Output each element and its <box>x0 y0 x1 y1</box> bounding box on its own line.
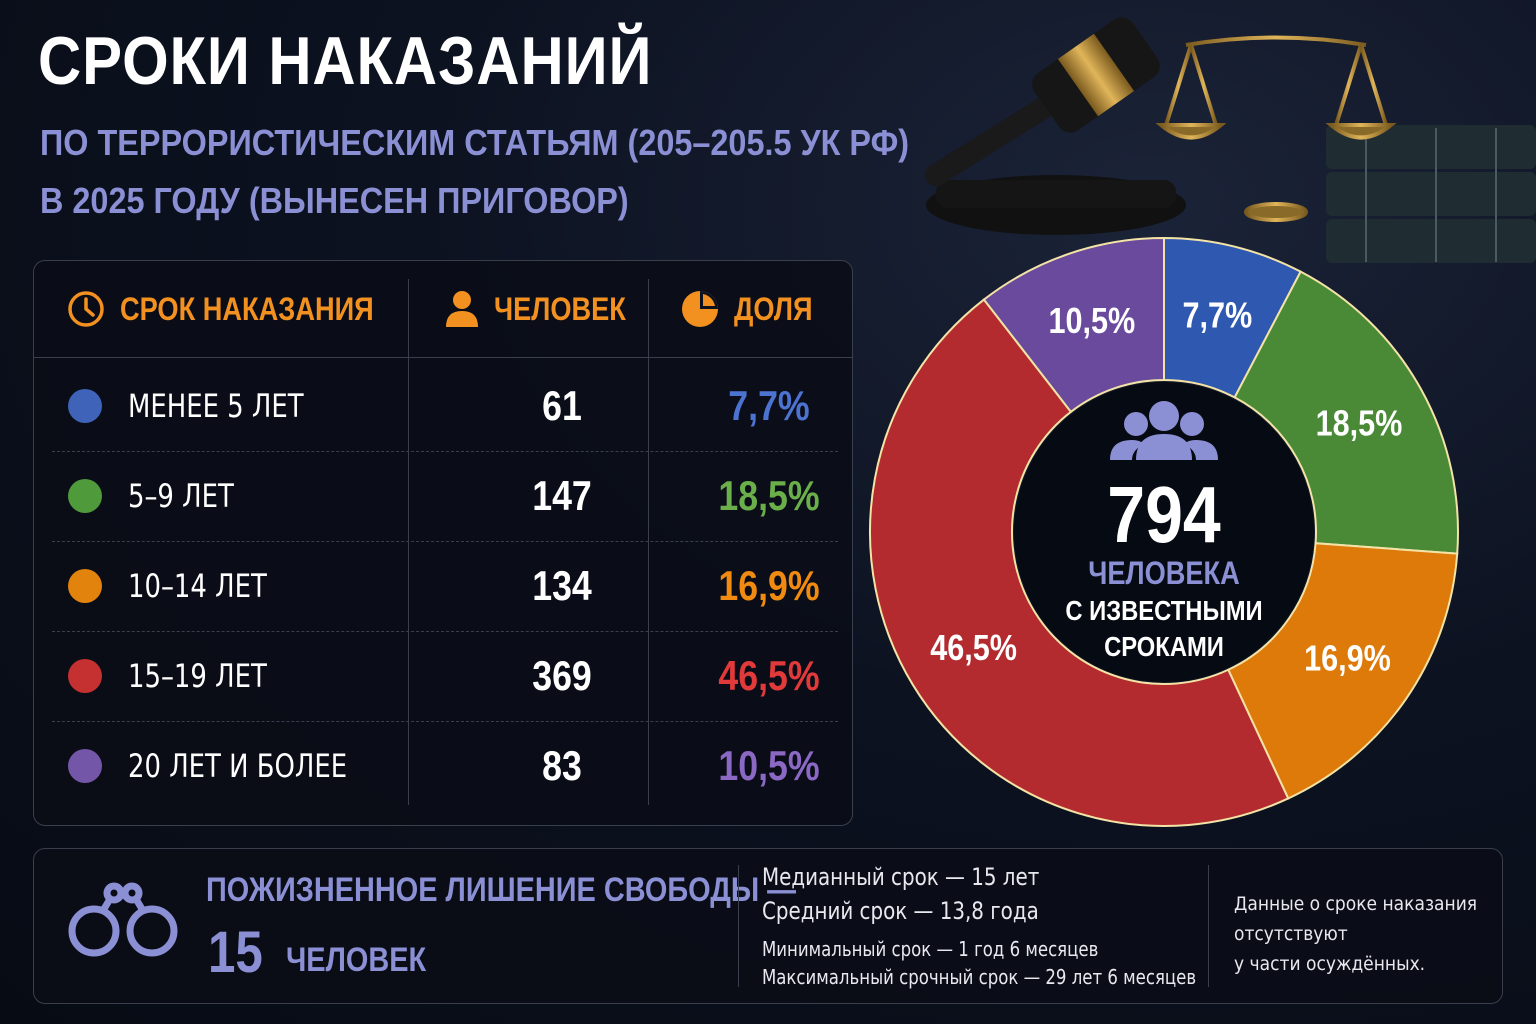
legend-dot <box>68 749 102 783</box>
header-people-label: ЧЕЛОВЕК <box>494 290 626 327</box>
table-row: МЕНЕЕ 5 ЛЕТ 61 7,7% <box>52 361 838 452</box>
donut-slice <box>869 298 1290 827</box>
row-share: 16,9% <box>718 562 820 609</box>
center-label-3: СРОКАМИ <box>1104 630 1224 662</box>
center-total: 794 <box>1107 470 1220 559</box>
person-icon <box>446 291 478 327</box>
summary-panel: ПОЖИЗНЕННОЕ ЛИШЕНИЕ СВОБОДЫ — 15 ЧЕЛОВЕК… <box>33 848 1503 1004</box>
donut-center <box>1014 382 1314 682</box>
slice-label: 18,5% <box>1316 404 1403 444</box>
center-label-2: С ИЗВЕСТНЫМИ <box>1065 594 1262 626</box>
legend-dot <box>68 569 102 603</box>
row-count: 147 <box>532 472 592 519</box>
note-line2: отсутствуют <box>1234 923 1348 945</box>
mean-term: Средний срок — 13,8 года <box>762 897 1039 925</box>
decor-illustration <box>925 15 1536 263</box>
median-term: Медианный срок — 15 лет <box>762 863 1040 891</box>
header-share: ДОЛЯ <box>680 261 826 357</box>
row-term: 15–19 ЛЕТ <box>128 657 267 695</box>
max-term: Максимальный срочный срок — 29 лет 6 мес… <box>762 965 1197 989</box>
slice-label: 7,7% <box>1183 296 1253 336</box>
slice-label: 10,5% <box>1048 302 1135 342</box>
group-icon <box>1110 401 1218 460</box>
row-term: 5–9 ЛЕТ <box>128 477 234 515</box>
min-term: Минимальный срок — 1 год 6 месяцев <box>762 937 1099 961</box>
row-share: 7,7% <box>728 382 810 429</box>
table-row: 15–19 ЛЕТ 369 46,5% <box>52 631 838 722</box>
column-divider <box>408 279 409 805</box>
panel-divider <box>738 865 739 987</box>
row-term: 20 ЛЕТ И БОЛЕЕ <box>128 747 348 785</box>
header-term-label: СРОК НАКАЗАНИЯ <box>120 290 374 327</box>
life-sentence-unit: ЧЕЛОВЕК <box>286 941 427 979</box>
clock-icon <box>68 291 104 327</box>
pie-icon <box>682 291 718 327</box>
life-sentence-label: ПОЖИЗНЕННОЕ ЛИШЕНИЕ СВОБОДЫ — <box>206 871 797 909</box>
donut-slice <box>1233 270 1459 555</box>
panel-divider <box>1208 865 1209 987</box>
row-share: 18,5% <box>718 472 820 519</box>
row-count: 369 <box>532 652 592 699</box>
table-header: СРОК НАКАЗАНИЯ ЧЕЛОВЕК ДОЛЯ <box>34 261 852 358</box>
scales-icon <box>1155 15 1397 222</box>
center-label-1: ЧЕЛОВЕКА <box>1088 556 1239 592</box>
row-count: 83 <box>542 742 582 789</box>
handcuffs-icon <box>68 882 178 957</box>
header-share-label: ДОЛЯ <box>734 290 813 327</box>
column-divider <box>648 279 649 805</box>
row-share: 46,5% <box>718 652 820 699</box>
note-line3: у части осуждённых. <box>1234 953 1426 975</box>
sentences-table: СРОК НАКАЗАНИЯ ЧЕЛОВЕК ДОЛЯ МЕНЕЕ 5 ЛЕТ 6… <box>33 260 853 826</box>
subtitle-line2: В 2025 ГОДУ (ВЫНЕСЕН ПРИГОВОР) <box>40 180 629 221</box>
row-count: 61 <box>542 382 582 429</box>
row-term: МЕНЕЕ 5 ЛЕТ <box>128 387 304 425</box>
gavel-icon <box>925 17 1186 235</box>
row-count: 134 <box>532 562 592 609</box>
legend-dot <box>68 659 102 693</box>
books-icon <box>1326 125 1536 263</box>
subtitle-line1: ПО ТЕРРОРИСТИЧЕСКИМ СТАТЬЯМ (205–205.5 У… <box>40 122 910 163</box>
table-row: 20 ЛЕТ И БОЛЕЕ 83 10,5% <box>52 721 838 811</box>
header-term: СРОК НАКАЗАНИЯ <box>66 261 418 357</box>
page-title: СРОКИ НАКАЗАНИЙ <box>38 23 653 99</box>
legend-dot <box>68 389 102 423</box>
note-line1: Данные о сроке наказания <box>1234 893 1478 915</box>
row-term: 10–14 ЛЕТ <box>128 567 267 605</box>
legend-dot <box>68 479 102 513</box>
donut-slice <box>982 236 1165 414</box>
row-share: 10,5% <box>718 742 820 789</box>
donut-slice <box>1226 542 1459 800</box>
table-row: 10–14 ЛЕТ 134 16,9% <box>52 541 838 632</box>
slice-label: 16,9% <box>1304 639 1391 679</box>
table-row: 5–9 ЛЕТ 147 18,5% <box>52 451 838 542</box>
header-people: ЧЕЛОВЕК <box>444 261 649 357</box>
life-sentence-count: 15 <box>208 920 263 985</box>
slice-label: 46,5% <box>930 629 1017 669</box>
